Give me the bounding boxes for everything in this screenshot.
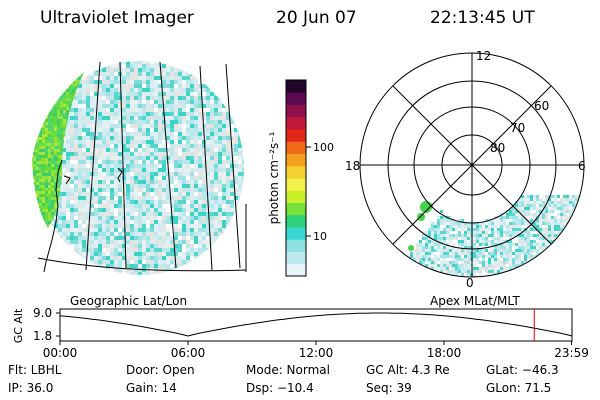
colorbar-unit-label: photon cm⁻²s⁻¹ — [267, 131, 281, 224]
glat-status: GLat: −46.3 — [486, 363, 559, 377]
filter-status: Flt: LBHL — [8, 363, 62, 377]
time-label: 22:13:45 UT — [430, 8, 535, 28]
gc-alt-status: GC Alt: 4.3 Re — [366, 363, 450, 377]
alt-ylabel: GC Alt — [12, 308, 25, 343]
coastline — [43, 159, 123, 273]
ip-status: IP: 36.0 — [8, 381, 54, 395]
polar-plot: 12 18 6 0 60 70 80 — [345, 49, 586, 290]
mlat-80: 80 — [490, 141, 505, 155]
colorbar: photon cm⁻²s⁻¹ 100 10 — [267, 79, 334, 277]
alt-tick-9: 9.0 — [33, 306, 52, 320]
altitude-curve — [59, 312, 573, 337]
mlt-6: 6 — [578, 159, 586, 173]
mlat-70: 70 — [510, 121, 525, 135]
mode-status: Mode: Normal — [246, 363, 330, 377]
seq-status: Seq: 39 — [366, 381, 412, 395]
door-status: Door: Open — [126, 363, 195, 377]
alt-xtick-3: 18:00 — [427, 346, 462, 360]
colorbar-tick-10: 10 — [313, 230, 327, 243]
polar-grid — [359, 52, 585, 278]
altitude-plot: 9.0 1.8 GC Alt 00:00 06:00 12:00 18:00 23:59 — [12, 306, 589, 360]
gain-status: Gain: 14 — [126, 381, 177, 395]
geo-grid — [37, 61, 247, 272]
right-panel-caption: Apex MLat/MLT — [430, 294, 520, 308]
instrument-title: Ultraviolet Imager — [40, 8, 194, 28]
mlt-0: 0 — [466, 276, 474, 290]
left-panel-caption: Geographic Lat/Lon — [70, 294, 187, 308]
alt-xtick-2: 12:00 — [299, 346, 334, 360]
alt-tick-1.8: 1.8 — [33, 329, 52, 343]
mlt-18: 18 — [345, 159, 360, 173]
glon-status: GLon: 71.5 — [486, 381, 552, 395]
dsp-status: Dsp: −10.4 — [246, 381, 314, 395]
mlat-60: 60 — [534, 99, 549, 113]
colorbar-tick-100: 100 — [313, 141, 334, 154]
alt-xtick-1: 06:00 — [171, 346, 206, 360]
geographic-image — [32, 61, 247, 275]
date-label: 20 Jun 07 — [276, 8, 357, 28]
alt-xtick-4: 23:59 — [554, 346, 589, 360]
mlt-12: 12 — [476, 49, 491, 63]
alt-xtick-0: 00:00 — [43, 346, 78, 360]
